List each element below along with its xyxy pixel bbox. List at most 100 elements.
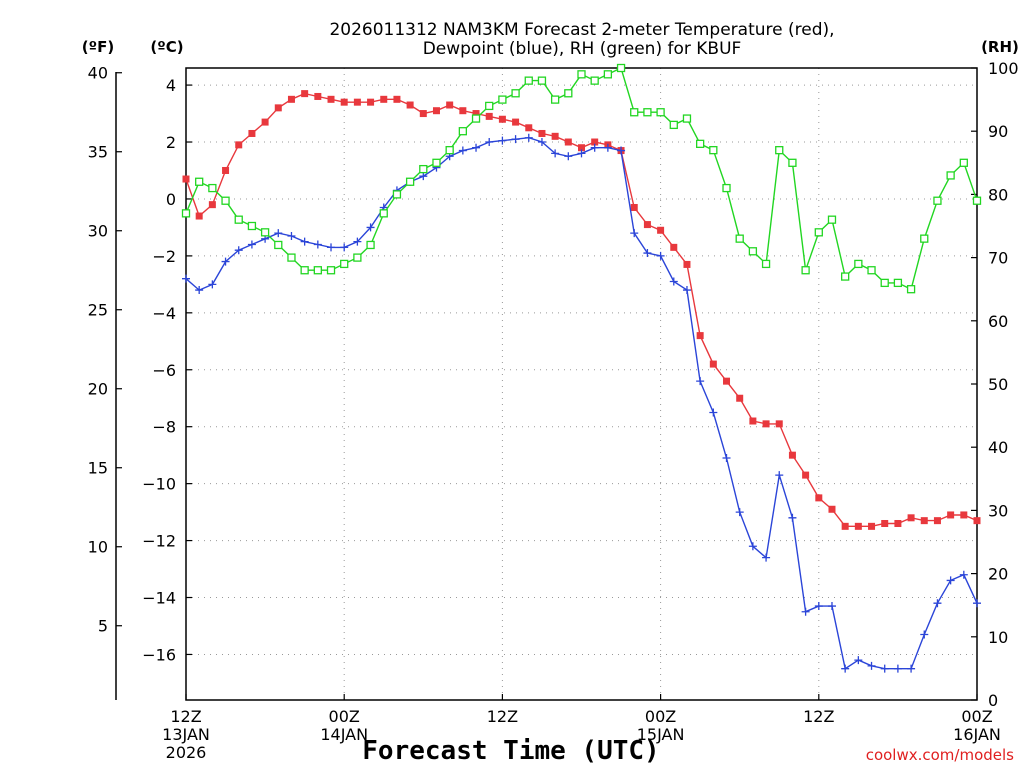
data-point — [735, 508, 744, 517]
data-point — [551, 149, 560, 158]
data-point — [775, 146, 784, 155]
data-point — [261, 118, 269, 126]
celsius-tick-label: 4 — [166, 76, 176, 95]
data-point — [287, 253, 296, 262]
rh-tick-label: 70 — [988, 249, 1008, 268]
data-point — [788, 451, 796, 459]
data-point — [314, 92, 322, 100]
data-point — [458, 127, 468, 136]
data-point — [260, 228, 270, 237]
data-point — [893, 278, 903, 288]
fahrenheit-unit-label: (ºF) — [82, 38, 114, 56]
x-tick-date-label: 14JAN — [320, 725, 368, 744]
data-point — [537, 76, 547, 85]
data-point — [340, 259, 349, 269]
data-point — [550, 95, 560, 104]
fahrenheit-tick-label: 35 — [88, 143, 108, 162]
data-point — [392, 190, 402, 199]
data-point — [709, 360, 717, 368]
data-point — [669, 120, 678, 130]
celsius-unit-label: (ºC) — [150, 38, 183, 56]
data-point — [973, 599, 981, 608]
data-point — [340, 98, 348, 106]
fahrenheit-tick-label: 20 — [88, 380, 108, 399]
data-point — [947, 511, 955, 519]
series-line — [185, 136, 978, 670]
fahrenheit-tick-label: 40 — [88, 64, 108, 83]
data-point — [590, 76, 599, 85]
data-point — [458, 146, 467, 155]
rh-tick-label: 30 — [988, 501, 1008, 520]
data-point — [827, 602, 836, 611]
data-point — [736, 394, 744, 402]
data-point — [221, 196, 230, 205]
data-point — [590, 143, 599, 152]
data-point — [419, 172, 428, 181]
data-point — [946, 171, 955, 180]
data-point — [287, 95, 295, 103]
data-point — [670, 243, 678, 251]
data-point — [208, 280, 217, 289]
data-point — [353, 237, 362, 246]
data-point — [788, 158, 797, 167]
data-point — [446, 101, 454, 109]
data-point — [195, 177, 204, 186]
data-point — [762, 553, 771, 562]
data-point — [946, 576, 955, 585]
rh-tick-label: 40 — [988, 438, 1008, 457]
data-point — [248, 129, 256, 137]
data-point — [445, 146, 454, 155]
fahrenheit-tick-label: 15 — [88, 459, 108, 478]
data-point — [656, 108, 665, 117]
data-point — [827, 215, 837, 224]
data-point — [933, 599, 942, 608]
data-point — [603, 143, 612, 152]
data-point — [814, 228, 823, 237]
data-point — [538, 129, 546, 137]
axis-ticks: 420−2−4−6−8−10−12−14−1640353025201510510… — [88, 59, 1019, 762]
data-point — [841, 272, 850, 281]
data-point — [287, 231, 296, 240]
data-point — [327, 95, 335, 103]
data-point — [854, 522, 862, 530]
data-point — [841, 522, 849, 530]
data-point — [709, 146, 718, 155]
data-point — [525, 124, 533, 132]
data-point — [327, 243, 336, 252]
rh-tick-label: 50 — [988, 375, 1008, 394]
data-point — [920, 517, 928, 525]
data-point — [880, 664, 889, 673]
series-dewpoint — [182, 133, 981, 673]
data-point — [274, 229, 283, 238]
x-axis-label: Forecast Time (UTC) — [362, 736, 659, 766]
data-point — [235, 141, 243, 149]
data-point — [854, 259, 863, 269]
data-point — [972, 196, 982, 205]
data-point — [709, 408, 718, 417]
data-point — [907, 664, 916, 673]
data-point — [181, 209, 191, 218]
data-point — [907, 514, 915, 522]
series-rh — [181, 63, 982, 294]
data-point — [577, 70, 586, 79]
data-point — [419, 110, 427, 118]
x-tick-label: 00Z — [645, 707, 676, 726]
data-point — [973, 517, 981, 525]
data-point — [959, 570, 968, 579]
celsius-tick-label: −6 — [152, 361, 176, 380]
data-point — [406, 101, 414, 109]
x-tick-label: 12Z — [170, 707, 201, 726]
data-point — [353, 253, 362, 262]
data-point — [393, 95, 401, 103]
data-point — [802, 471, 810, 479]
data-point — [524, 133, 533, 142]
fahrenheit-tick-label: 25 — [88, 301, 108, 320]
data-point — [722, 183, 731, 193]
data-point — [471, 114, 481, 123]
data-point — [247, 240, 256, 249]
data-point — [616, 63, 626, 73]
data-point — [775, 420, 783, 428]
data-point — [472, 110, 480, 118]
data-point — [881, 519, 889, 527]
x-tick-label: 00Z — [329, 707, 360, 726]
